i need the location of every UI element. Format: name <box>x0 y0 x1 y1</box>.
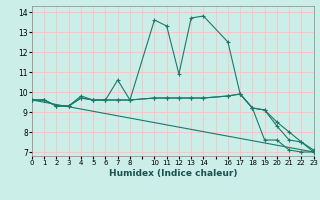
X-axis label: Humidex (Indice chaleur): Humidex (Indice chaleur) <box>108 169 237 178</box>
